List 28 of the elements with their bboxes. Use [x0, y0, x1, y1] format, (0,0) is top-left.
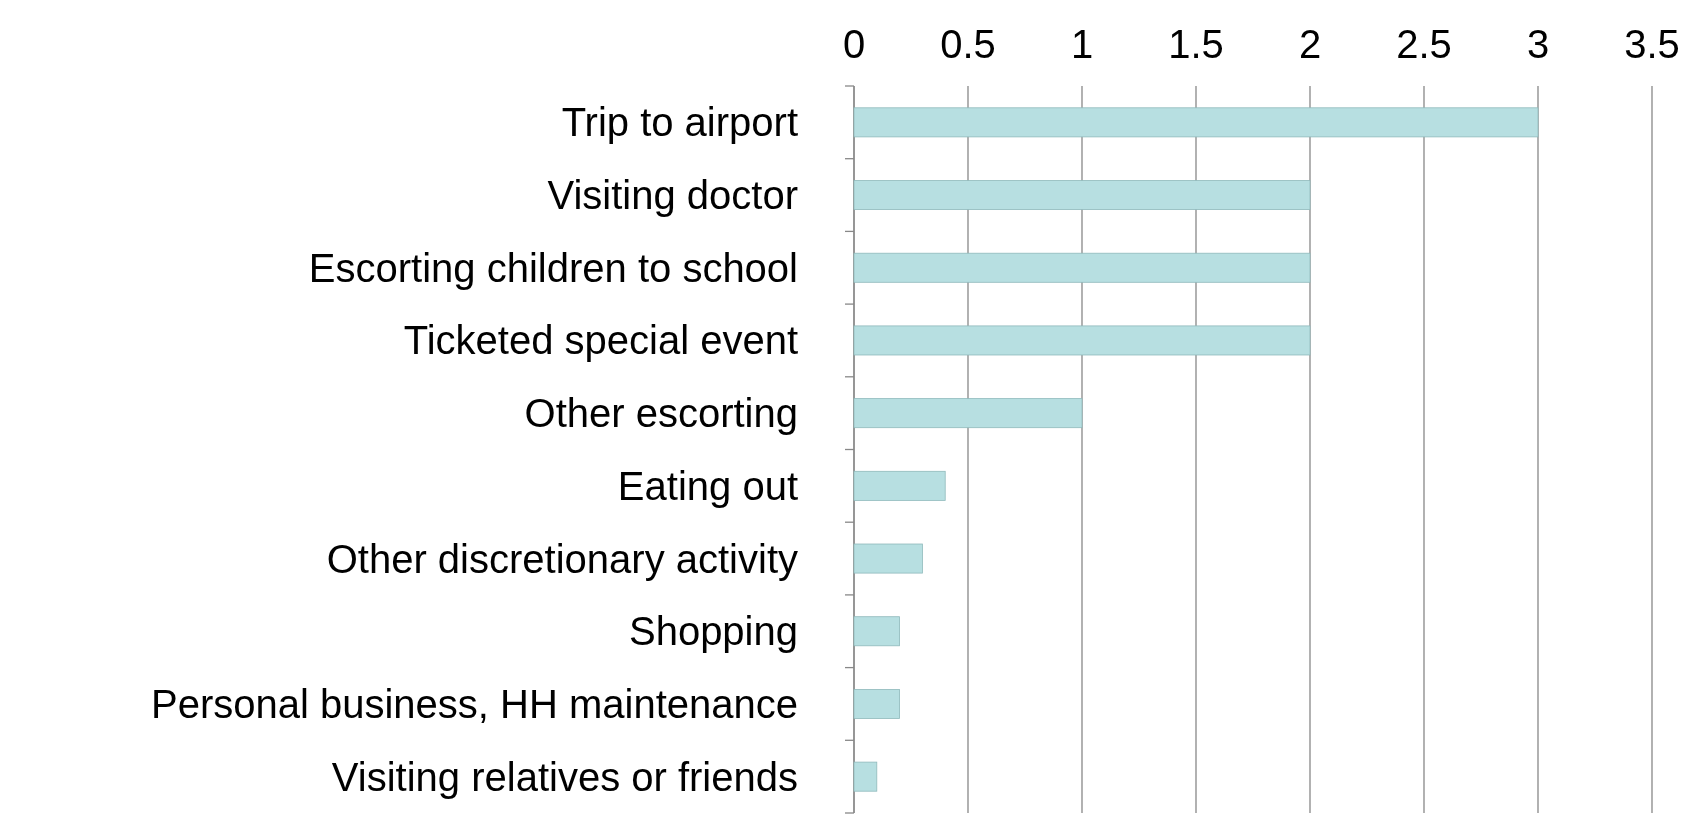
bar	[853, 325, 1311, 356]
bar	[853, 180, 1311, 210]
y-tick-label: Visiting doctor	[547, 173, 798, 218]
bar	[853, 107, 1539, 138]
y-tick-label: Ticketed special event	[403, 318, 798, 363]
y-tick-label: Personal business, HH maintenance	[150, 681, 798, 726]
bar	[853, 761, 878, 792]
x-tick-label: 0	[842, 22, 866, 66]
y-tick-label: Escorting children to school	[308, 245, 798, 290]
x-tick-label: 3.5	[1624, 22, 1680, 66]
bar	[853, 470, 946, 501]
y-tick-label: Shopping	[628, 609, 798, 654]
y-tick-label: Trip to airport	[561, 100, 798, 145]
y-tick-label: Visiting relatives or friends	[331, 754, 798, 799]
x-tick-label: 2.5	[1396, 22, 1452, 66]
x-tick-label: 2	[1298, 22, 1322, 66]
bar	[853, 616, 900, 647]
bar	[853, 398, 1083, 429]
x-tick-label: 0.5	[940, 22, 996, 66]
x-tick-label: 1	[1070, 22, 1094, 66]
bar	[853, 252, 1311, 283]
y-tick-label: Eating out	[617, 463, 798, 508]
bar	[853, 543, 923, 574]
y-tick-label: Other escorting	[524, 391, 798, 436]
bar	[853, 689, 900, 719]
x-tick-label: 1.5	[1168, 22, 1224, 66]
y-tick-label: Other discretionary activity	[326, 536, 798, 581]
x-tick-label: 3	[1526, 22, 1550, 66]
